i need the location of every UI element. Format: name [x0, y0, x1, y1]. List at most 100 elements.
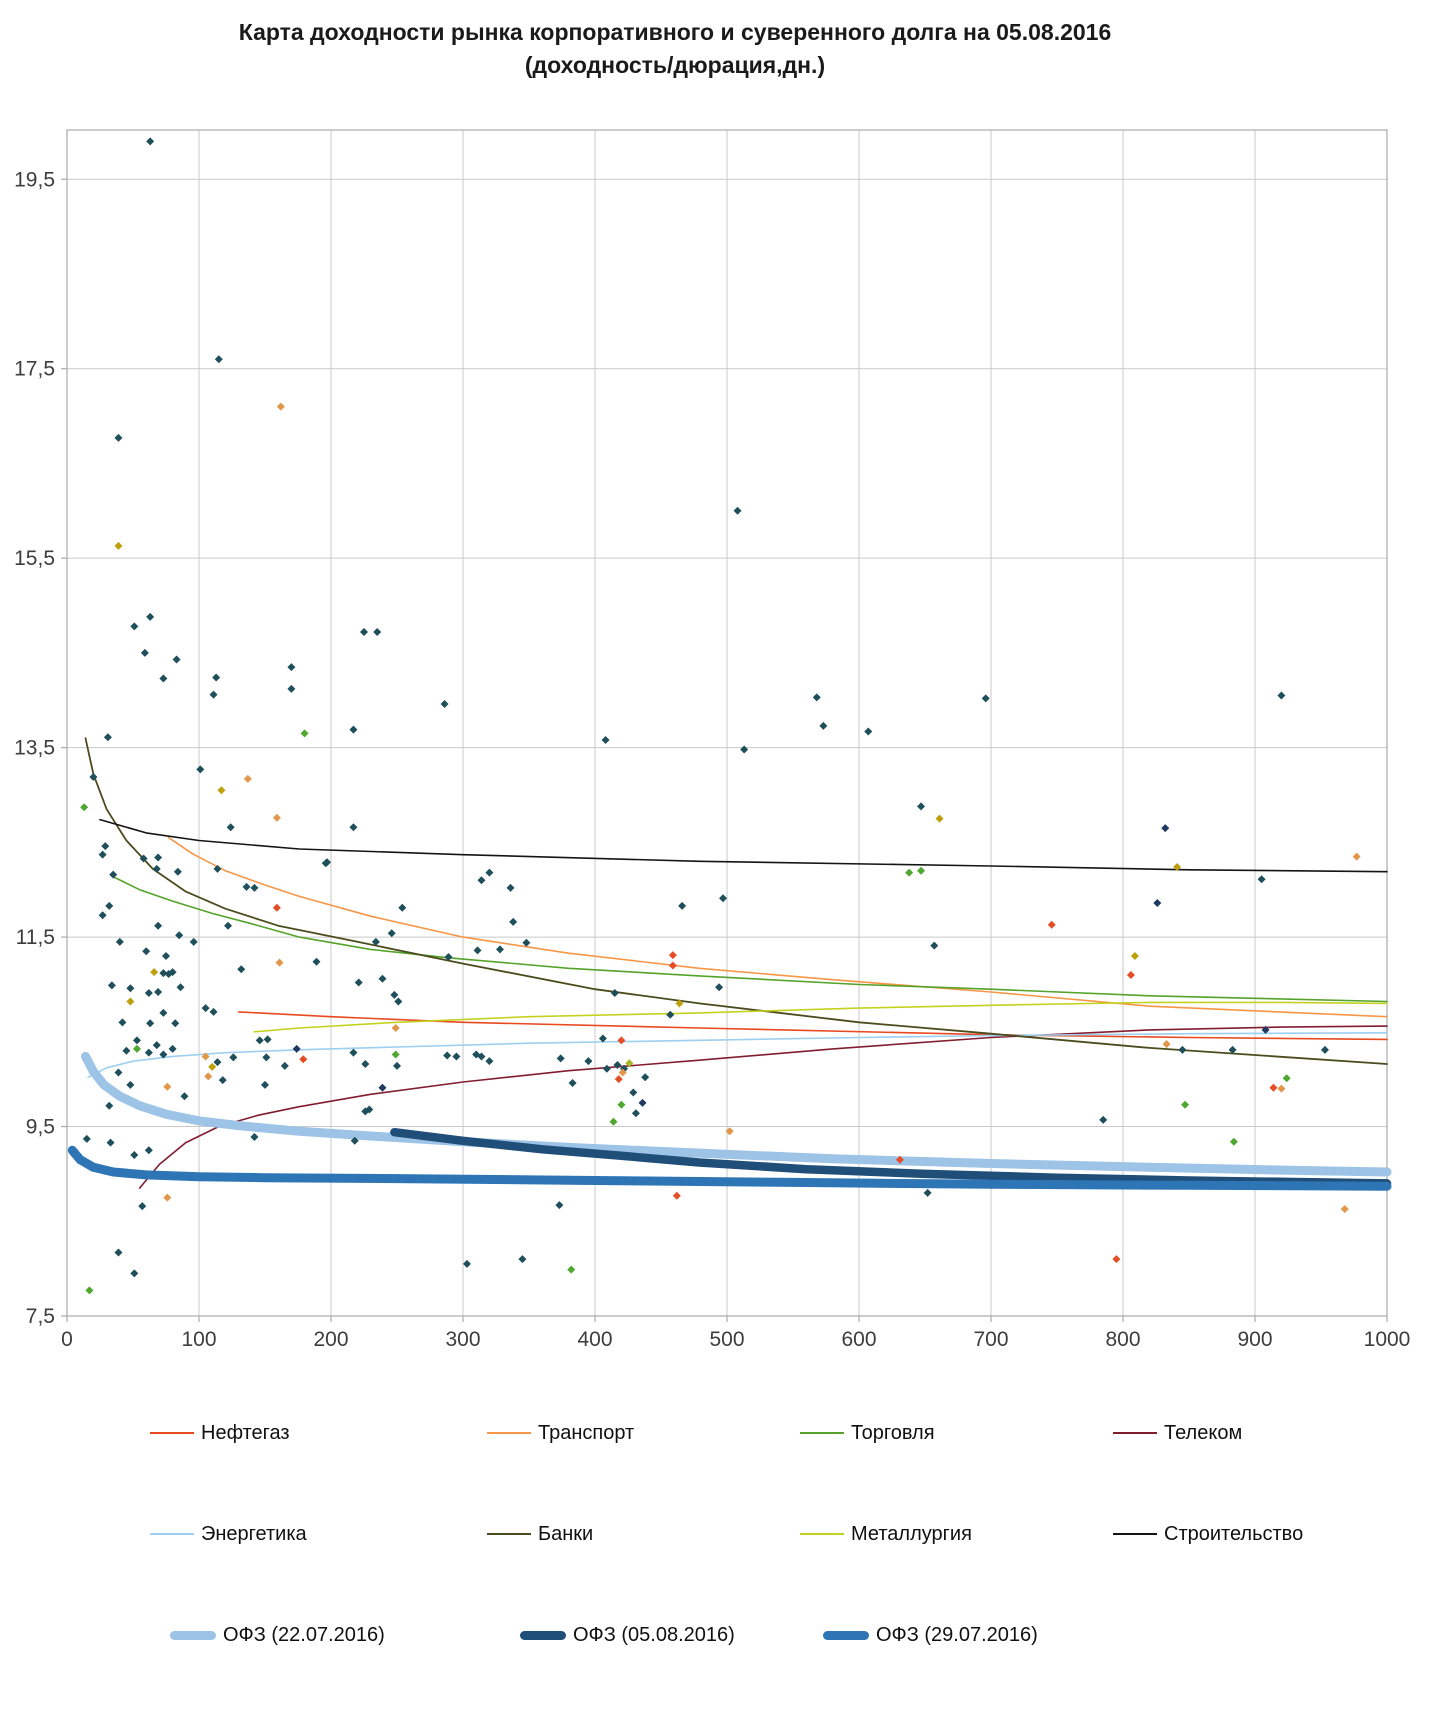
data-point — [666, 1010, 675, 1019]
data-point — [139, 854, 148, 863]
data-point — [629, 1088, 638, 1097]
data-point — [440, 700, 449, 709]
data-point — [126, 1080, 135, 1089]
data-point — [154, 988, 163, 997]
data-point — [598, 1034, 607, 1043]
svg-text:100: 100 — [181, 1328, 216, 1351]
data-point — [114, 433, 123, 442]
data-point — [292, 1044, 301, 1053]
legend-swatch-torgovlya — [800, 1432, 844, 1434]
data-point — [150, 968, 159, 977]
scatter-bonds-dark-teal — [82, 137, 1329, 1278]
data-point — [473, 946, 482, 955]
data-point — [1181, 1100, 1190, 1109]
data-point — [361, 1060, 370, 1069]
data-point — [262, 1053, 271, 1062]
data-point — [981, 694, 990, 703]
data-point — [485, 868, 494, 877]
data-point — [610, 988, 619, 997]
data-point — [1126, 970, 1135, 979]
data-point — [172, 655, 181, 664]
axis-ticks — [61, 178, 1388, 1322]
data-point — [105, 1101, 114, 1110]
data-point — [163, 1082, 172, 1091]
data-point — [80, 803, 89, 812]
svg-text:9,5: 9,5 — [26, 1116, 55, 1139]
trendline-banki — [84, 737, 1388, 1065]
data-point — [1047, 920, 1056, 929]
scatter-bonds-green — [80, 729, 1291, 1295]
data-point — [103, 733, 112, 742]
data-point — [189, 937, 198, 946]
data-point — [917, 802, 926, 811]
data-point — [477, 876, 486, 885]
svg-text:900: 900 — [1237, 1328, 1272, 1351]
data-point — [917, 866, 926, 875]
legend-item-ofz-22-07-2016: ОФЗ (22.07.2016) — [170, 1624, 385, 1646]
data-point — [373, 628, 382, 637]
legend-item-transport: Транспорт — [487, 1422, 634, 1444]
data-point — [209, 690, 218, 699]
data-point — [905, 868, 914, 877]
chart-title-line1: Карта доходности рынка корпоративного и … — [238, 19, 1112, 45]
data-point — [819, 721, 828, 730]
trendline-transport — [167, 836, 1388, 1018]
data-point — [218, 1076, 227, 1085]
data-point — [812, 693, 821, 702]
chart-title: Карта доходности рынка корпоративного и … — [0, 16, 1350, 82]
trendline-torgovlya — [113, 876, 1388, 1003]
data-point — [1112, 1255, 1121, 1264]
data-point — [276, 402, 285, 411]
legend-label-ofz-29-07-2016: ОФЗ (29.07.2016) — [876, 1623, 1038, 1646]
data-point — [1173, 862, 1182, 871]
data-point — [584, 1057, 593, 1066]
data-point — [106, 1138, 115, 1147]
data-point — [159, 969, 168, 978]
legend-label-stroitelstvo: Строительство — [1164, 1522, 1304, 1545]
data-point — [118, 1018, 127, 1027]
data-point — [152, 1041, 161, 1050]
legend-item-ofz-05-08-2016: ОФЗ (05.08.2016) — [520, 1624, 735, 1646]
data-point — [142, 947, 151, 956]
data-point — [209, 1007, 218, 1016]
svg-text:200: 200 — [313, 1328, 348, 1351]
data-point — [668, 961, 677, 970]
trendline-neftegaz — [237, 1011, 1388, 1041]
svg-text:13,5: 13,5 — [14, 737, 55, 760]
data-point — [394, 997, 403, 1006]
trendline-metallurgia — [253, 1001, 1388, 1033]
legend-label-neftegaz: Нефтегаз — [201, 1421, 290, 1444]
data-point — [522, 938, 531, 947]
data-point — [354, 978, 363, 987]
data-point — [122, 1046, 131, 1055]
data-point — [287, 684, 296, 693]
legend-label-ofz-05-08-2016: ОФЗ (05.08.2016) — [573, 1623, 735, 1646]
data-point — [617, 1036, 626, 1045]
legend-swatch-ofz-29-07-2016 — [823, 1630, 869, 1640]
data-point — [930, 941, 939, 950]
data-point — [280, 1061, 289, 1070]
legend-item-metallurgia: Металлургия — [800, 1523, 972, 1545]
svg-text:700: 700 — [973, 1328, 1008, 1351]
data-point — [115, 937, 124, 946]
svg-text:17,5: 17,5 — [14, 358, 55, 381]
data-point — [138, 1202, 147, 1211]
legend-item-stroitelstvo: Строительство — [1113, 1523, 1303, 1545]
data-point — [360, 628, 368, 637]
data-point — [98, 850, 107, 859]
legend-swatch-neftegaz — [150, 1432, 194, 1434]
data-point — [617, 1100, 626, 1109]
scatter-bonds-yellow — [114, 541, 1182, 1071]
data-point — [196, 765, 205, 774]
trendline-ofz-22-07-2016 — [81, 1051, 1392, 1177]
data-point — [154, 921, 163, 930]
legend-swatch-metallurgia — [800, 1533, 844, 1535]
data-point — [349, 1048, 358, 1057]
data-point — [159, 1008, 168, 1017]
data-point — [1277, 1084, 1286, 1093]
data-point — [175, 931, 184, 940]
data-point — [130, 1269, 139, 1278]
data-point — [1352, 852, 1361, 861]
data-point — [144, 1146, 153, 1155]
data-point — [625, 1059, 634, 1068]
